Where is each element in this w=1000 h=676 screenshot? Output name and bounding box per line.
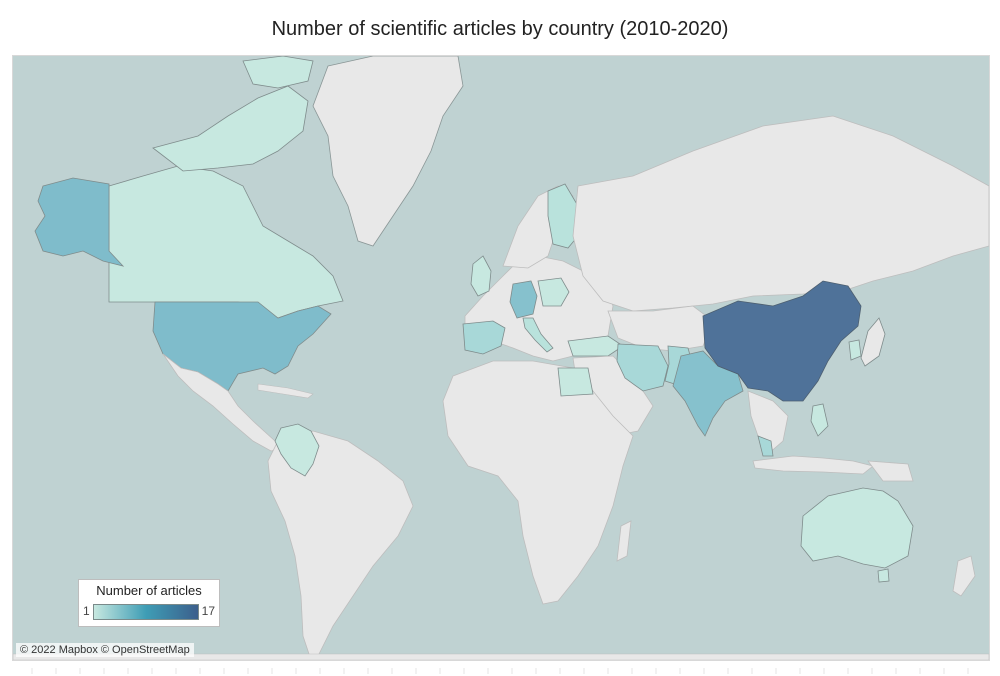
country-iran[interactable] — [616, 343, 669, 392]
map-attribution[interactable]: © 2022 Mapbox © OpenStreetMap — [16, 643, 194, 657]
papua-new-guinea — [867, 460, 914, 482]
madagascar — [616, 520, 632, 562]
country-china[interactable] — [702, 280, 862, 402]
legend-gradient-bar — [93, 604, 199, 620]
antarctica — [13, 653, 989, 660]
country-germany[interactable] — [509, 280, 538, 319]
legend-title: Number of articles — [96, 583, 202, 598]
country-egypt[interactable] — [557, 367, 594, 397]
country-finland[interactable] — [547, 183, 579, 249]
country-spain[interactable] — [462, 320, 506, 355]
country-colombia[interactable] — [274, 423, 320, 477]
russia — [572, 115, 989, 312]
arctic-islands — [152, 85, 309, 172]
map-view[interactable] — [12, 55, 990, 661]
map-title: Number of scientific articles by country… — [271, 18, 729, 40]
country-japan[interactable] — [860, 317, 886, 367]
greenland[interactable] — [312, 56, 464, 247]
legend-min-label: 1 — [83, 604, 90, 618]
country-italy[interactable] — [522, 317, 554, 353]
legend-max-label: 17 — [201, 604, 215, 618]
country-united-kingdom[interactable] — [470, 255, 492, 297]
color-legend: Number of articles 1 17 — [78, 579, 220, 627]
country-turkey[interactable] — [567, 335, 624, 357]
bottom-axis-ticks — [31, 668, 969, 674]
caribbean — [257, 383, 314, 399]
world-map[interactable] — [13, 56, 989, 660]
country-malaysia[interactable] — [757, 435, 774, 457]
southeast-asia — [747, 390, 789, 455]
indonesia — [752, 455, 874, 475]
central-asia — [607, 305, 714, 352]
south-america — [267, 430, 414, 660]
country-india[interactable] — [672, 350, 744, 437]
country-australia[interactable] — [800, 487, 914, 569]
state-alaska[interactable] — [34, 177, 125, 267]
eastern-europe — [537, 277, 570, 307]
tasmania — [877, 568, 890, 583]
country-philippines[interactable] — [810, 403, 829, 437]
arctic-island-north — [242, 56, 314, 89]
country-south-korea[interactable] — [848, 339, 862, 361]
new-zealand — [952, 555, 976, 597]
